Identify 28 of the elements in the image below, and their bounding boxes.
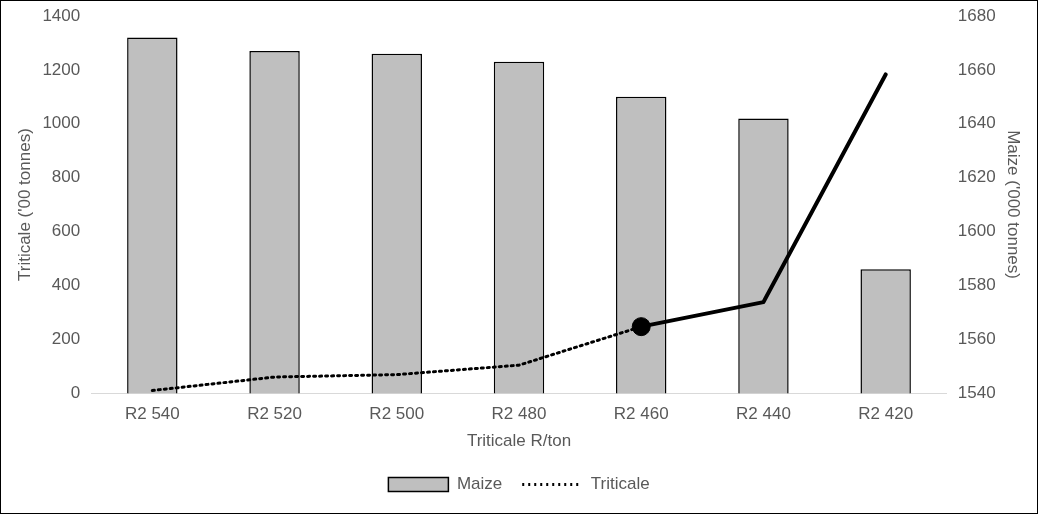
y-tick-label: 0 bbox=[70, 382, 81, 402]
y-tick-label: 200 bbox=[51, 329, 81, 348]
y2-tick-label: 1620 bbox=[957, 167, 996, 187]
x-tick-label: R2 440 bbox=[736, 404, 791, 424]
y2-tick-label: 1600 bbox=[957, 221, 996, 241]
y2-tick-label: 1540 bbox=[957, 382, 996, 402]
y2-tick-label: 1560 bbox=[957, 329, 996, 348]
y-tick-label: 400 bbox=[51, 275, 81, 295]
x-tick-label: R2 460 bbox=[613, 404, 669, 424]
legend-label: Maize bbox=[456, 474, 503, 494]
y2-tick-label: 1660 bbox=[957, 59, 996, 79]
y-tick-label: 1400 bbox=[42, 5, 81, 25]
y-axis-title: Triticale ('00 tonnes) bbox=[14, 128, 34, 282]
y-tick-label: 800 bbox=[51, 167, 81, 187]
x-tick-label: R2 500 bbox=[369, 404, 425, 424]
x-tick-label: R2 480 bbox=[491, 404, 547, 424]
x-tick-label: R2 520 bbox=[247, 404, 302, 424]
y2-axis-title: Maize ('000 tonnes) bbox=[1004, 130, 1024, 279]
y2-tick-label: 1680 bbox=[957, 5, 996, 25]
x-axis-title: Triticale R/ton bbox=[466, 431, 572, 451]
y2-tick-label: 1640 bbox=[957, 113, 996, 133]
y-tick-label: 600 bbox=[51, 221, 81, 241]
y-tick-label: 1000 bbox=[42, 113, 81, 133]
y-tick-label: 1200 bbox=[42, 59, 81, 79]
x-tick-label: R2 420 bbox=[858, 404, 914, 424]
legend-label: Triticale bbox=[590, 474, 650, 494]
y2-tick-label: 1580 bbox=[957, 275, 996, 295]
x-tick-label: R2 540 bbox=[124, 404, 180, 424]
